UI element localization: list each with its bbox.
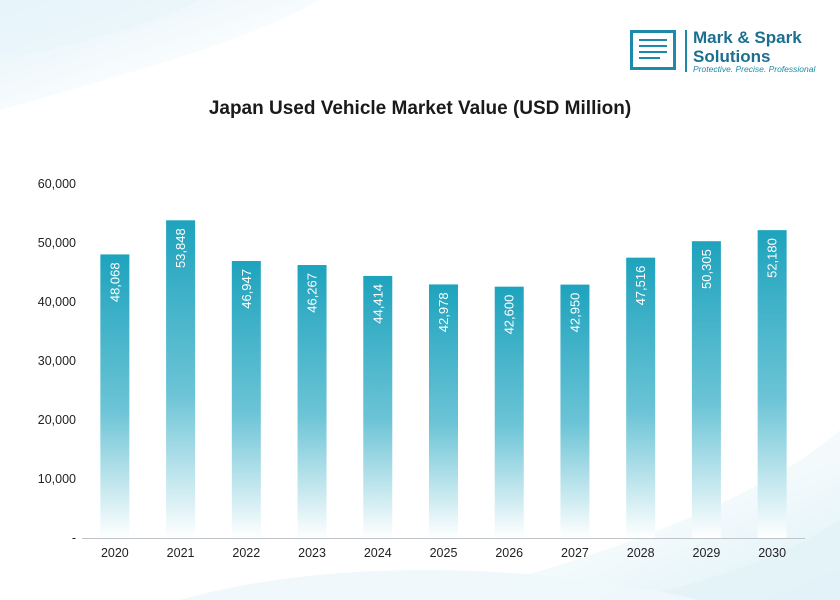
bar <box>494 286 524 538</box>
bar-data-label: 42,978 <box>436 292 451 332</box>
y-tick-label: 50,000 <box>38 236 76 250</box>
y-tick-label: 60,000 <box>38 177 76 191</box>
document-lines-icon <box>630 30 676 70</box>
bar-data-label: 52,180 <box>765 238 780 278</box>
y-axis: - 10,000 20,000 30,000 40,000 50,000 60,000 <box>38 177 76 545</box>
logo-name-line1: Mark & Spark <box>693 28 802 47</box>
y-tick-label: 40,000 <box>38 295 76 309</box>
bar <box>166 220 196 538</box>
bar <box>297 265 327 538</box>
bar-data-label: 42,600 <box>502 295 517 335</box>
bar <box>429 284 458 538</box>
x-tick-label: 2027 <box>561 546 589 560</box>
bar-data-label: 46,267 <box>305 273 320 313</box>
x-tick-label: 2022 <box>232 546 260 560</box>
bar <box>691 241 721 538</box>
y-tick-label: - <box>72 531 76 545</box>
bar <box>757 230 787 538</box>
bar-series: 48,068 53,848 46,947 46,267 44,414 42,978 42,6… <box>100 220 787 538</box>
bar <box>560 284 590 538</box>
logo-name-line2: Solutions <box>693 47 771 66</box>
x-tick-label: 2025 <box>430 546 458 560</box>
bar-data-label: 53,848 <box>173 228 188 268</box>
bar-data-label: 44,414 <box>370 284 385 324</box>
x-tick-label: 2026 <box>495 546 523 560</box>
bar-data-label: 50,305 <box>699 249 714 289</box>
x-tick-label: 2028 <box>627 546 655 560</box>
x-tick-label: 2024 <box>364 546 392 560</box>
bar <box>363 275 393 538</box>
bar-data-label: 47,516 <box>633 266 648 306</box>
bar-data-label: 46,947 <box>239 269 254 309</box>
bar <box>231 261 261 538</box>
y-tick-label: 20,000 <box>38 413 76 427</box>
x-tick-label: 2023 <box>298 546 326 560</box>
bar <box>100 254 130 538</box>
logo-name: Mark & Spark Solutions <box>693 28 802 66</box>
logo-divider <box>685 30 687 72</box>
x-tick-label: 2029 <box>693 546 721 560</box>
x-tick-label: 2030 <box>758 546 786 560</box>
x-tick-label: 2020 <box>101 546 129 560</box>
logo-tagline: Protective. Precise. Professional <box>693 64 816 74</box>
bar-data-label: 48,068 <box>107 262 122 302</box>
y-tick-label: 30,000 <box>38 354 76 368</box>
y-tick-label: 10,000 <box>38 472 76 486</box>
bar-data-label: 42,950 <box>567 293 582 333</box>
x-axis: 2020 2021 2022 2023 2024 2025 2026 2027 2028 2029… <box>82 538 805 560</box>
chart-title: Japan Used Vehicle Market Value (USD Mil… <box>208 98 632 119</box>
x-tick-label: 2021 <box>167 546 195 560</box>
company-logo: Mark & Spark Solutions Protective. Preci… <box>630 28 830 76</box>
bar <box>626 257 656 538</box>
